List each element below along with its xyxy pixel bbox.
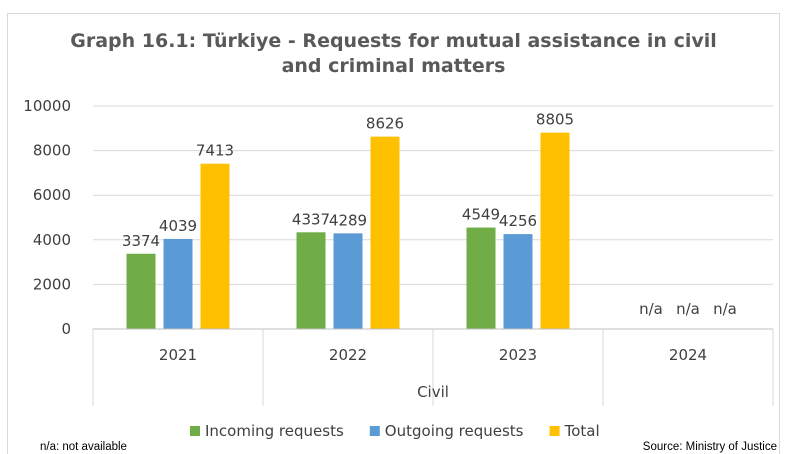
y-tick-label: 10000 bbox=[23, 97, 71, 115]
y-tick-label: 4000 bbox=[33, 231, 71, 249]
y-tick-label: 2000 bbox=[33, 275, 71, 293]
data-label: 3374 bbox=[122, 232, 160, 250]
x-tick-label: 2023 bbox=[499, 346, 537, 364]
y-tick-label: 0 bbox=[61, 320, 71, 338]
data-label: 7413 bbox=[196, 142, 234, 160]
legend-swatch bbox=[549, 426, 560, 436]
x-tick-label: 2021 bbox=[159, 346, 197, 364]
legend-label: Incoming requests bbox=[205, 422, 344, 440]
bar bbox=[466, 227, 496, 329]
bar bbox=[296, 232, 326, 329]
chart-frame bbox=[7, 13, 780, 454]
bar bbox=[333, 233, 363, 329]
bar bbox=[540, 132, 570, 329]
data-label: 4289 bbox=[329, 211, 367, 229]
data-label: 4039 bbox=[159, 217, 197, 235]
data-label: 4337 bbox=[292, 210, 330, 228]
bar bbox=[163, 238, 193, 329]
data-label: 8805 bbox=[536, 111, 574, 129]
x-tick-label: 2022 bbox=[329, 346, 367, 364]
data-label: n/a bbox=[676, 300, 700, 318]
data-label: n/a bbox=[713, 300, 737, 318]
data-label: n/a bbox=[639, 300, 663, 318]
legend-label: Total bbox=[564, 422, 600, 440]
source-note: Source: Ministry of Justice bbox=[642, 441, 777, 453]
legend-swatch bbox=[369, 426, 380, 436]
data-label: 4256 bbox=[499, 212, 537, 230]
footnote: n/a: not available bbox=[40, 441, 127, 453]
x-tick-label: 2024 bbox=[669, 346, 707, 364]
y-tick-label: 8000 bbox=[33, 142, 71, 160]
x-group-label: Civil bbox=[417, 383, 449, 401]
bar bbox=[370, 136, 400, 329]
bar bbox=[503, 234, 533, 329]
data-label: 8626 bbox=[366, 115, 404, 133]
legend-label: Outgoing requests bbox=[385, 422, 524, 440]
y-tick-label: 6000 bbox=[33, 186, 71, 204]
chart-title-line-2: and criminal matters bbox=[281, 55, 506, 77]
bar bbox=[200, 163, 230, 329]
data-label: 4549 bbox=[462, 206, 500, 224]
bar bbox=[126, 253, 156, 329]
chart-title-line-1: Graph 16.1: Türkiye - Requests for mutua… bbox=[70, 30, 717, 52]
legend-swatch bbox=[190, 426, 200, 436]
